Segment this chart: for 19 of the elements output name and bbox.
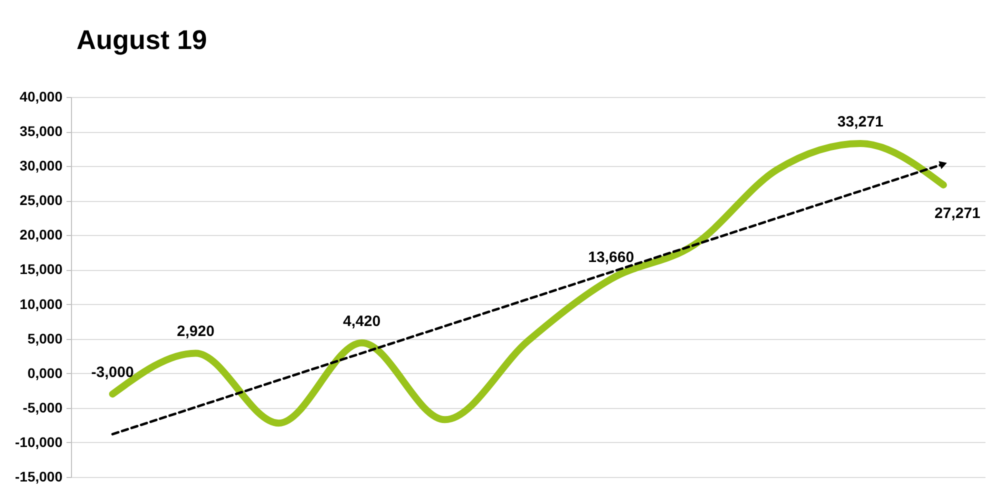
y-tick-label: 30,000 [20, 158, 63, 174]
y-tick-label: 20,000 [20, 226, 63, 243]
chart-title: August 19 [76, 25, 208, 55]
y-tick-label: 35,000 [20, 123, 63, 140]
data-label: -3,000 [91, 364, 134, 382]
data-label: 4,420 [343, 312, 381, 330]
y-tick-label: -10,000 [15, 434, 63, 450]
data-label: 2,920 [176, 323, 214, 340]
y-tick-label: 25,000 [20, 192, 63, 208]
data-label: 13,660 [588, 248, 634, 266]
y-tick-label: 5,000 [27, 330, 63, 346]
data-label: 33,271 [837, 113, 884, 130]
y-tick-label: -5,000 [22, 399, 63, 416]
y-tick-label: 0,000 [27, 364, 63, 381]
y-tick-label: 40,000 [20, 88, 63, 104]
y-tick-label: 15,000 [20, 261, 63, 278]
y-tick-label: 10,000 [20, 296, 63, 312]
y-tick-label: -15,000 [15, 468, 63, 484]
data-label: 27,271 [934, 204, 980, 222]
